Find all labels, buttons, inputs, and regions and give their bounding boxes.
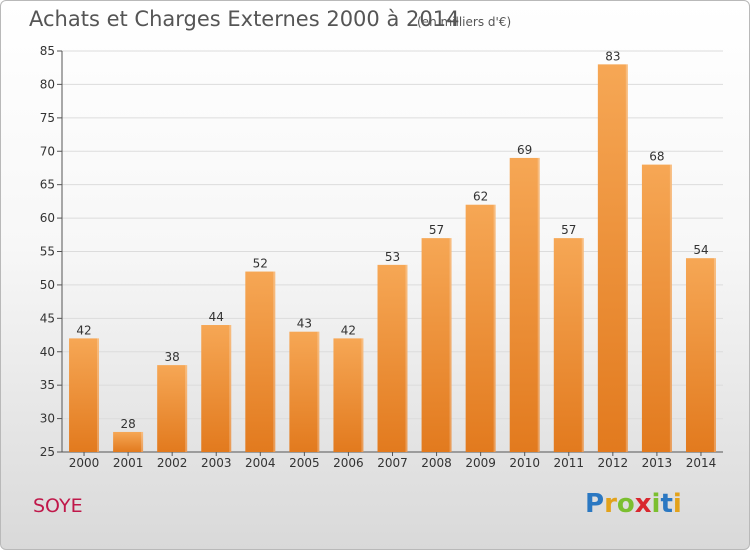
x-tick-label: 2009: [465, 456, 496, 470]
x-tick-label: 2004: [245, 456, 276, 470]
y-tick-label: 35: [40, 378, 55, 392]
bar: [201, 325, 232, 452]
bar-highlight: [449, 238, 452, 452]
x-tick-label: 2001: [113, 456, 144, 470]
bar: [685, 258, 716, 452]
logo-letter: i: [651, 489, 661, 519]
bar-highlight: [713, 258, 716, 452]
x-tick-label: 2008: [421, 456, 452, 470]
bar-highlight: [581, 238, 584, 452]
bar-value-label: 44: [209, 310, 224, 324]
bar-highlight: [669, 164, 672, 452]
x-tick-label: 2000: [69, 456, 100, 470]
bar-value-label: 38: [165, 350, 180, 364]
chart-subtitle: (en milliers d'€): [417, 15, 512, 29]
bar-value-label: 83: [605, 49, 620, 63]
bar-value-label: 54: [693, 243, 708, 257]
bar-highlight: [141, 431, 144, 452]
bar-highlight: [493, 204, 496, 452]
bar-highlight: [229, 325, 232, 452]
bar-value-label: 43: [297, 317, 312, 331]
x-tick-label: 2013: [642, 456, 673, 470]
bars: [69, 64, 716, 452]
x-tick-label: 2010: [509, 456, 540, 470]
bar: [553, 238, 584, 452]
bar: [597, 64, 628, 452]
bar: [289, 331, 320, 452]
bar-value-label: 68: [649, 150, 664, 164]
x-tick-label: 2007: [377, 456, 408, 470]
bar-value-label: 57: [429, 223, 444, 237]
x-tick-label: 2005: [289, 456, 320, 470]
bar-value-label: 53: [385, 250, 400, 264]
bar-value-label: 52: [253, 257, 268, 271]
x-tick-label: 2006: [333, 456, 364, 470]
bar-value-label: 28: [120, 417, 135, 431]
y-tick-label: 85: [40, 44, 55, 58]
bar-value-label: 42: [76, 323, 91, 337]
bar: [641, 164, 672, 452]
bar: [509, 157, 540, 452]
y-tick-label: 25: [40, 445, 55, 459]
y-tick-label: 60: [40, 211, 55, 225]
x-tick-label: 2002: [157, 456, 188, 470]
bar-value-label: 69: [517, 143, 532, 157]
y-tick-label: 45: [40, 311, 55, 325]
labels: 42 28 38 44 52 43 42 53 57 62 69 57 83 68 54: [76, 49, 708, 431]
bar: [157, 365, 188, 452]
bar-highlight: [361, 338, 364, 452]
bar-highlight: [273, 271, 276, 452]
bar-highlight: [537, 157, 540, 452]
bar-value-label: 62: [473, 190, 488, 204]
y-tick-label: 65: [40, 178, 55, 192]
y-tick-label: 55: [40, 245, 55, 259]
y-tick-label: 80: [40, 77, 55, 91]
bar-highlight: [185, 365, 188, 452]
x-tick-label: 2014: [686, 456, 717, 470]
logo-letter: P: [585, 489, 605, 519]
y-tick-label: 40: [40, 345, 55, 359]
bar-highlight: [317, 331, 320, 452]
x-tick-label: 2003: [201, 456, 232, 470]
bar: [113, 431, 144, 452]
logo-letter: x: [634, 489, 652, 519]
logo-letter: t: [660, 489, 673, 519]
bar-value-label: 42: [341, 323, 356, 337]
bar: [333, 338, 364, 452]
logo-letter: r: [604, 489, 617, 519]
bar: [421, 238, 452, 452]
bar-highlight: [97, 338, 100, 452]
y-tick-label: 75: [40, 111, 55, 125]
proxiti-logo: Proxiti: [585, 489, 682, 519]
logo-letter: o: [616, 489, 635, 519]
y-tick-label: 30: [40, 412, 55, 426]
bar: [377, 264, 408, 452]
y-tick-label: 70: [40, 144, 55, 158]
x-tick-label: 2012: [598, 456, 629, 470]
y-tick-label: 50: [40, 278, 55, 292]
x-tick-label: 2011: [553, 456, 584, 470]
axes: 25 30 35 40 45 50 55 60 65 70 75 80 85 2000 2001 2002 20…: [40, 44, 723, 470]
logo-letter: i: [672, 489, 682, 519]
bar-highlight: [405, 264, 408, 452]
bar-highlight: [625, 64, 628, 452]
bar-value-label: 57: [561, 223, 576, 237]
commune-name: SOYE: [33, 495, 83, 517]
bar: [245, 271, 276, 452]
bar: [69, 338, 100, 452]
bar: [465, 204, 496, 452]
chart-title: Achats et Charges Externes 2000 à 2014: [29, 7, 460, 31]
